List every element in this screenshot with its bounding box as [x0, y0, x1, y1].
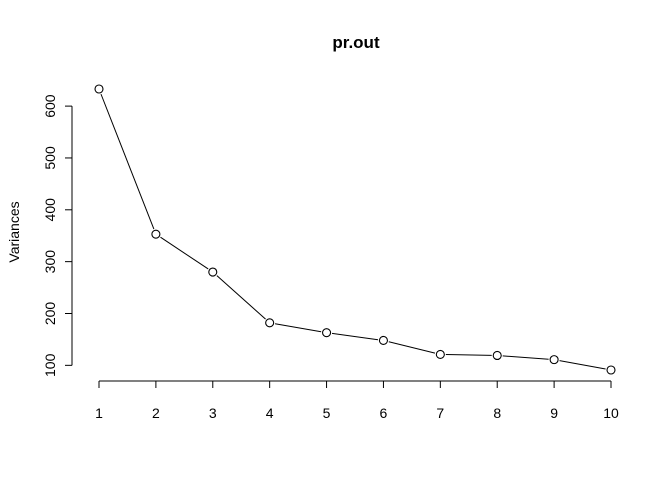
x-tick-label: 8	[493, 405, 501, 421]
x-tick-label: 5	[323, 405, 331, 421]
chart-title: pr.out	[332, 33, 380, 52]
y-tick-label: 600	[42, 94, 58, 118]
series-segment	[331, 332, 379, 341]
series-segment	[100, 93, 155, 230]
y-axis: 100 200 300 400 500 600	[42, 94, 73, 377]
data-point	[378, 335, 388, 345]
y-tick-label: 200	[42, 302, 58, 326]
x-tick-label: 10	[603, 405, 619, 421]
series-segment	[275, 323, 322, 333]
y-tick-label: 100	[42, 353, 58, 377]
series-segment	[502, 355, 549, 360]
data-point	[265, 318, 275, 328]
y-tick-label: 400	[42, 198, 58, 222]
series-segment	[216, 275, 266, 320]
x-axis: 1 2 3 4 5 6 7 8 9 10	[95, 380, 619, 421]
y-tick-label: 300	[42, 250, 58, 274]
data-point	[606, 365, 616, 375]
series-segment	[559, 360, 606, 370]
x-tick-label: 6	[380, 405, 388, 421]
data-point	[208, 267, 218, 277]
x-tick-label: 3	[209, 405, 217, 421]
x-tick-label: 7	[436, 405, 444, 421]
data-point	[322, 328, 332, 338]
series-segment	[160, 236, 209, 270]
data-point	[435, 349, 445, 359]
data-point	[151, 229, 161, 239]
x-tick-label: 4	[266, 405, 274, 421]
series-segment	[445, 354, 492, 356]
data-point	[549, 355, 559, 365]
x-tick-label: 9	[550, 405, 558, 421]
data-point	[94, 84, 104, 94]
y-axis-label: Variances	[6, 201, 22, 262]
y-tick-label: 500	[42, 146, 58, 170]
x-tick-label: 2	[152, 405, 160, 421]
data-point	[492, 350, 502, 361]
series-segment	[388, 341, 436, 354]
x-tick-label: 1	[95, 405, 103, 421]
series-variances	[94, 84, 616, 375]
